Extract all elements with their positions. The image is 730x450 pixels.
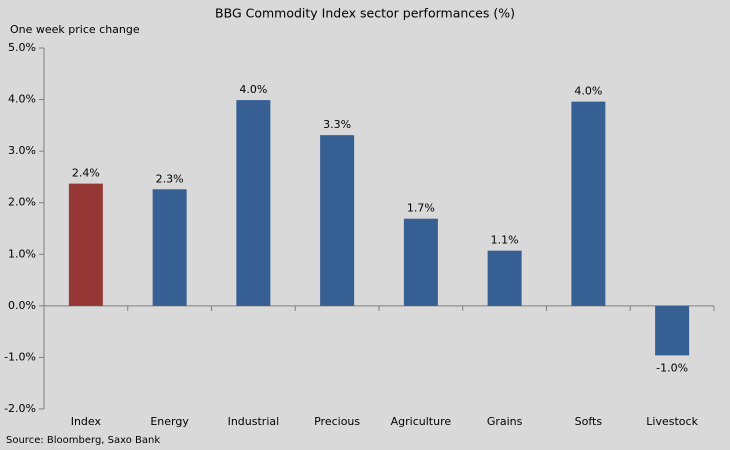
bar: [152, 189, 187, 306]
x-tick-label: Livestock: [646, 415, 698, 428]
x-tick-label: Grains: [487, 415, 523, 428]
value-label: 2.4%: [72, 167, 100, 180]
y-tick-label: 4.0%: [8, 93, 36, 106]
y-tick-label: 0.0%: [8, 299, 36, 312]
value-label: 4.0%: [574, 85, 602, 98]
x-tick-label: Softs: [575, 415, 603, 428]
bar: [571, 101, 606, 306]
bar: [320, 135, 355, 306]
bar: [487, 250, 522, 306]
bar: [655, 305, 690, 356]
x-tick-label: Energy: [150, 415, 189, 428]
chart-title: BBG Commodity Index sector performances …: [215, 6, 515, 21]
y-tick-label: -1.0%: [4, 350, 36, 363]
y-tick-label: 5.0%: [8, 41, 36, 54]
value-label: 4.0%: [239, 83, 267, 96]
value-label: 2.3%: [156, 172, 184, 185]
y-tick-label: 2.0%: [8, 196, 36, 209]
y-tick-label: -2.0%: [4, 402, 36, 415]
y-tick-label: 1.0%: [8, 247, 36, 260]
bar: [236, 100, 271, 306]
chart-subtitle: One week price change: [10, 23, 140, 36]
value-label: 1.1%: [491, 234, 519, 247]
value-label: 3.3%: [323, 118, 351, 131]
value-label: 1.7%: [407, 202, 435, 215]
value-label: -1.0%: [656, 361, 688, 374]
x-tick-label: Index: [71, 415, 102, 428]
x-tick-label: Industrial: [228, 415, 280, 428]
source-note: Source: Bloomberg, Saxo Bank: [6, 435, 160, 446]
x-tick-label: Agriculture: [391, 415, 452, 428]
x-tick-label: Precious: [314, 415, 360, 428]
y-tick-label: 3.0%: [8, 144, 36, 157]
bar: [68, 183, 103, 306]
bar: [403, 218, 438, 306]
